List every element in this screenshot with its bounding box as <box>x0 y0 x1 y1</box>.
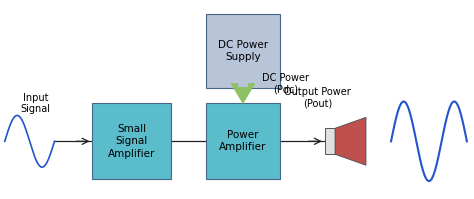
FancyBboxPatch shape <box>206 14 280 88</box>
Polygon shape <box>231 84 255 103</box>
Text: Output Power
(Pout): Output Power (Pout) <box>284 87 351 108</box>
FancyBboxPatch shape <box>92 103 171 179</box>
FancyBboxPatch shape <box>206 103 280 179</box>
Text: DC Power
Supply: DC Power Supply <box>218 40 268 62</box>
Text: Input
Signal: Input Signal <box>20 93 51 114</box>
Polygon shape <box>335 117 366 165</box>
Text: Power
Amplifier: Power Amplifier <box>219 130 266 152</box>
Text: Small
Signal
Amplifier: Small Signal Amplifier <box>108 124 155 159</box>
Bar <box>325 128 335 154</box>
Text: DC Power
(Pdc): DC Power (Pdc) <box>262 73 309 94</box>
